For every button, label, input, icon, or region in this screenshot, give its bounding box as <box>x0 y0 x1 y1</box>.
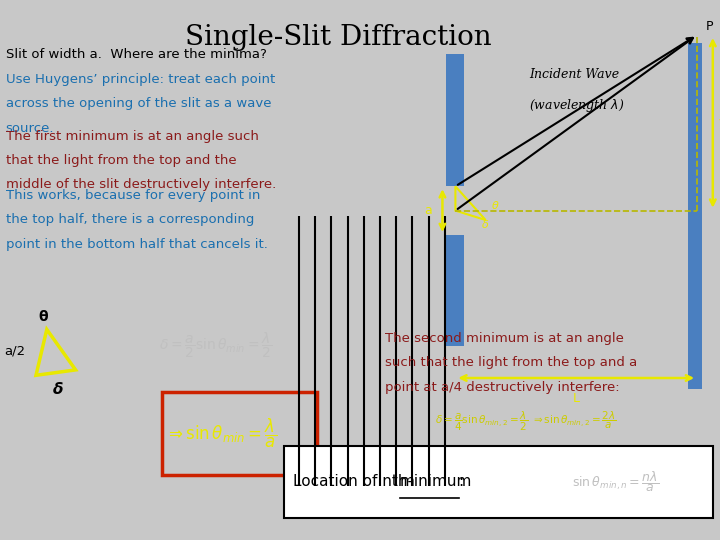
Text: a/2: a/2 <box>4 345 25 357</box>
Text: $\theta$: $\theta$ <box>491 199 499 211</box>
Text: Slit of width a.  Where are the minima?: Slit of width a. Where are the minima? <box>6 48 266 60</box>
Text: L: L <box>572 392 580 404</box>
Text: y: y <box>719 116 720 130</box>
Text: Use Huygens’ principle: treat each point: Use Huygens’ principle: treat each point <box>6 73 275 86</box>
Text: point in the bottom half that cancels it.: point in the bottom half that cancels it… <box>6 238 268 251</box>
Bar <box>446 54 464 186</box>
Text: middle of the slit destructively interfere.: middle of the slit destructively interfe… <box>6 178 276 191</box>
Bar <box>284 446 713 518</box>
Text: source.: source. <box>6 122 54 134</box>
Text: across the opening of the slit as a wave: across the opening of the slit as a wave <box>6 97 271 110</box>
Text: $\delta$: $\delta$ <box>482 218 490 230</box>
Text: the top half, there is a corresponding: the top half, there is a corresponding <box>6 213 254 226</box>
Text: The first minimum is at an angle such: The first minimum is at an angle such <box>6 130 258 143</box>
Text: This works, because for every point in: This works, because for every point in <box>6 189 260 202</box>
Text: $\Rightarrow\sin\theta_{min} = \dfrac{\lambda}{a}$: $\Rightarrow\sin\theta_{min} = \dfrac{\l… <box>166 417 277 450</box>
Bar <box>446 235 464 346</box>
Text: Location of nth-: Location of nth- <box>293 475 413 489</box>
Bar <box>688 43 702 389</box>
Text: :: : <box>459 475 464 489</box>
Text: (wavelength $\lambda$): (wavelength $\lambda$) <box>529 97 625 114</box>
Text: P: P <box>706 21 713 33</box>
Text: minimum: minimum <box>400 475 472 489</box>
Text: $\delta = \dfrac{a}{4}\sin\theta_{min,2} = \dfrac{\lambda}{2}$$\ \Rightarrow \si: $\delta = \dfrac{a}{4}\sin\theta_{min,2}… <box>435 409 616 433</box>
Text: Incident Wave: Incident Wave <box>529 68 619 80</box>
Text: that the light from the top and the: that the light from the top and the <box>6 154 236 167</box>
Text: $\sin\theta_{min,n} = \dfrac{n\lambda}{a}$: $\sin\theta_{min,n} = \dfrac{n\lambda}{a… <box>572 469 660 495</box>
Text: $\mathbf{\theta}$: $\mathbf{\theta}$ <box>37 309 49 324</box>
Text: Single-Slit Diffraction: Single-Slit Diffraction <box>185 24 492 51</box>
Text: $\delta = \dfrac{a}{2}\sin\theta_{min} = \dfrac{\lambda}{2}$: $\delta = \dfrac{a}{2}\sin\theta_{min} =… <box>159 331 273 360</box>
Text: The second minimum is at an angle: The second minimum is at an angle <box>385 332 624 345</box>
Bar <box>162 392 317 475</box>
Text: such that the light from the top and a: such that the light from the top and a <box>385 356 637 369</box>
Text: point at a/4 destructively interfere:: point at a/4 destructively interfere: <box>385 381 620 394</box>
Text: $\boldsymbol{\delta}$: $\boldsymbol{\delta}$ <box>52 381 63 397</box>
Text: a: a <box>425 204 432 217</box>
